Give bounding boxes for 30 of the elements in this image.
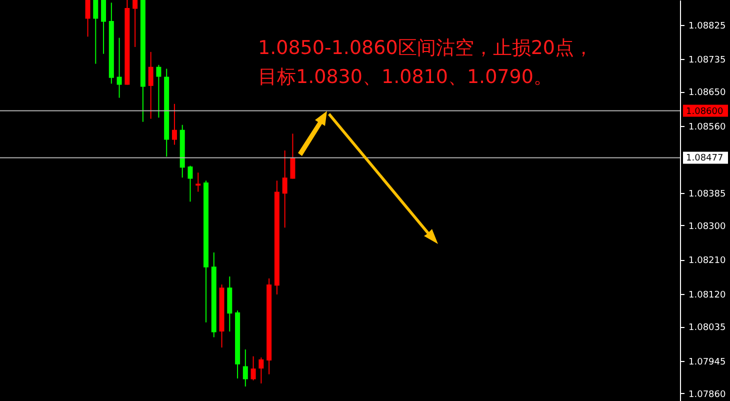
y-tick-label: 1.08210 bbox=[688, 256, 726, 266]
candlestick bbox=[196, 172, 201, 192]
candlestick bbox=[188, 165, 193, 202]
candlestick bbox=[172, 103, 177, 146]
y-tick-label: 1.08560 bbox=[688, 122, 726, 133]
candlestick bbox=[132, 0, 138, 48]
candlestick bbox=[148, 51, 154, 120]
candlestick bbox=[156, 64, 162, 118]
y-tick-label: 1.07945 bbox=[688, 357, 726, 368]
y-tick-label: 1.08735 bbox=[688, 56, 726, 66]
candlestick bbox=[258, 356, 264, 384]
candlestick bbox=[250, 356, 256, 381]
candlestick bbox=[101, 0, 106, 54]
y-tick-label: 1.07860 bbox=[688, 390, 726, 400]
y-tick-label: 1.08825 bbox=[688, 21, 726, 32]
annotation: 目标1.0830、1.0810、1.0790。 bbox=[258, 66, 552, 88]
candlestick bbox=[116, 37, 122, 98]
annotation: 1.0850-1.0860区间沽空，止损20点， bbox=[258, 37, 593, 59]
ref-line-label: 1.08600 bbox=[686, 106, 724, 117]
ref-line-label: 1.08477 bbox=[686, 154, 724, 164]
candlestick bbox=[282, 150, 288, 228]
y-tick-label: 1.08035 bbox=[688, 323, 726, 334]
y-tick-label: 1.08650 bbox=[688, 88, 726, 98]
candlestick bbox=[93, 0, 98, 64]
y-tick-label: 1.08385 bbox=[688, 189, 726, 200]
candlestick bbox=[85, 0, 90, 38]
y-tick-label: 1.08120 bbox=[688, 290, 726, 301]
candlestick bbox=[242, 348, 248, 387]
y-tick-label: 1.08300 bbox=[688, 222, 726, 232]
candlestick bbox=[290, 133, 296, 180]
